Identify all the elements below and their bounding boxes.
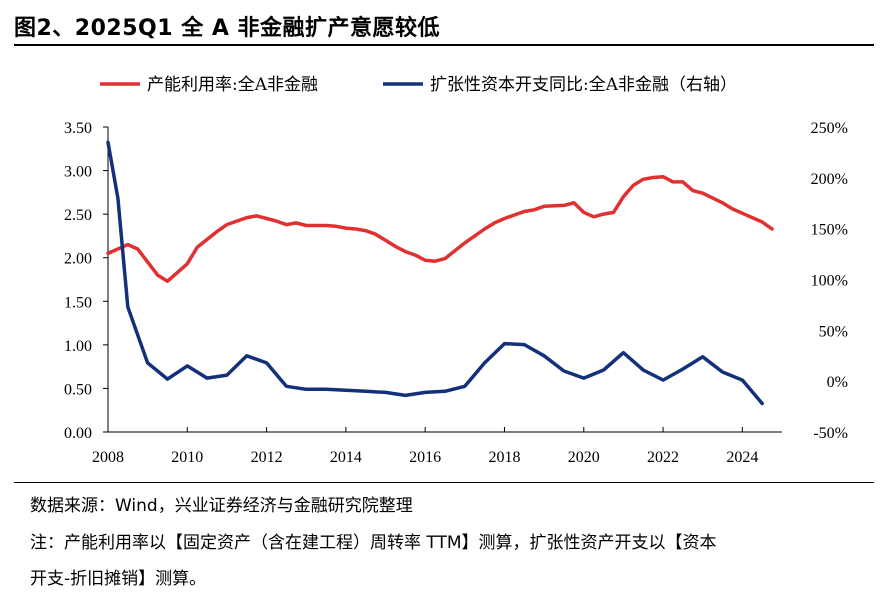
y-right-tick-label: 250%	[811, 120, 848, 137]
y-left-tick-label: 3.00	[64, 164, 92, 181]
title-underline	[14, 44, 874, 46]
y-right-tick-label: 200%	[811, 171, 848, 188]
y-left-tick-label: 2.00	[64, 251, 92, 268]
axes: 0.00 0.50 1.00 1.50 2.00 2.50 3.00 3.50 -50% 0% 50…	[64, 120, 848, 466]
x-tick-label: 2014	[330, 449, 362, 466]
x-tick-label: 2008	[92, 449, 124, 466]
series-line-capex-yoy	[106, 140, 764, 406]
source-note: 数据来源：Wind，兴业证券经济与金融研究院整理	[30, 496, 413, 516]
x-tick-label: 2012	[251, 449, 283, 466]
y-left-tick-label: 1.00	[64, 338, 92, 355]
y-left-tick-label: 3.50	[64, 120, 92, 137]
x-tick-label: 2022	[647, 449, 679, 466]
legend: 产能利用率:全A非金融 扩张性资本开支同比:全A非金融（右轴）	[100, 75, 737, 95]
y-left-tick-label: 0.00	[64, 425, 92, 442]
y-right-tick-label: 50%	[819, 323, 848, 340]
y-right-tick-label: -50%	[813, 425, 848, 442]
x-tick-label: 2016	[409, 449, 441, 466]
x-tick-label: 2024	[726, 449, 758, 466]
y-right-tick-label: 0%	[827, 374, 848, 391]
y-right-tick-label: 150%	[811, 222, 848, 239]
y-left-tick-label: 1.50	[64, 294, 92, 311]
chart-bottom-rule	[14, 482, 874, 483]
line-chart: 产能利用率:全A非金融 扩张性资本开支同比:全A非金融（右轴） 0.00 0.50…	[64, 75, 848, 466]
figure-title: 图2、2025Q1 全 A 非金融扩产意愿较低	[14, 16, 441, 41]
legend-label-capacity: 产能利用率:全A非金融	[147, 75, 318, 95]
series-line-capacity-utilization	[106, 174, 774, 283]
method-note-line2: 开支-折旧摊销】测算。	[30, 569, 207, 589]
y-right-tick-label: 100%	[811, 273, 848, 290]
x-tick-label: 2018	[488, 449, 520, 466]
y-left-tick-label: 0.50	[64, 381, 92, 398]
x-tick-label: 2020	[568, 449, 600, 466]
method-note-line1: 注：产能利用率以【固定资产（含在建工程）周转率 TTM】测算，扩张性资产开支以【…	[30, 533, 717, 553]
x-tick-label: 2010	[171, 449, 203, 466]
legend-label-capex: 扩张性资本开支同比:全A非金融（右轴）	[430, 75, 737, 95]
y-left-tick-label: 2.50	[64, 207, 92, 224]
series-lines	[106, 140, 774, 406]
